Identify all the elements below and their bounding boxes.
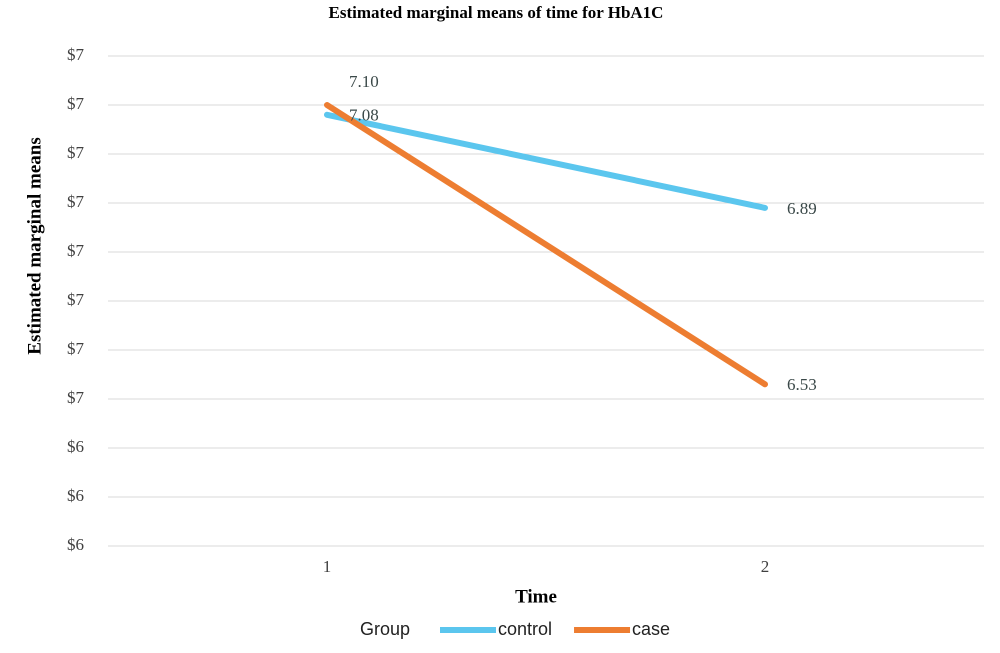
data-label: 6.53 (787, 375, 817, 394)
x-tick-label: 2 (761, 557, 770, 576)
y-tick-label: $7 (67, 339, 85, 358)
y-tick-label: $7 (67, 241, 85, 260)
legend-label: control (498, 619, 552, 639)
y-tick-label: $7 (67, 94, 85, 113)
y-tick-label: $6 (67, 437, 84, 456)
y-tick-label: $7 (67, 192, 85, 211)
y-tick-label: $7 (67, 388, 85, 407)
y-tick-label: $7 (67, 290, 85, 309)
legend-title: Group (360, 619, 410, 639)
y-tick-label: $7 (67, 45, 85, 64)
y-tick-label: $6 (67, 535, 84, 554)
data-label: 6.89 (787, 199, 817, 218)
legend-label: case (632, 619, 670, 639)
chart-title: Estimated marginal means of time for HbA… (329, 3, 664, 22)
y-tick-label: $7 (67, 143, 85, 162)
x-axis-title: Time (515, 586, 557, 607)
data-label: 7.08 (349, 106, 379, 125)
x-tick-label: 1 (323, 557, 332, 576)
data-label: 7.10 (349, 72, 379, 91)
series-line (324, 102, 768, 388)
y-tick-label: $6 (67, 486, 84, 505)
series-line (324, 111, 768, 211)
y-axis-title: Estimated marginal means (24, 137, 45, 354)
